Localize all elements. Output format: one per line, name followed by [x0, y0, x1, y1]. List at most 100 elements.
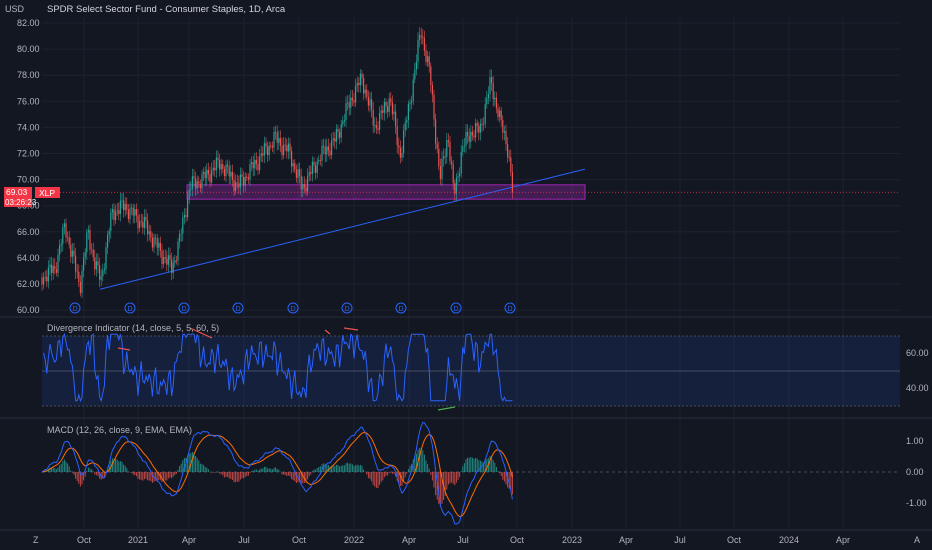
candle-body	[164, 257, 166, 259]
candle-body	[502, 120, 504, 133]
trendline[interactable]	[99, 168, 586, 290]
candle-body	[251, 162, 253, 164]
dividend-marker[interactable]: D	[69, 302, 81, 314]
histogram-bar	[286, 472, 288, 477]
histogram-bar	[190, 453, 192, 472]
histogram-bar	[132, 472, 134, 475]
dividend-circle[interactable]	[178, 302, 190, 314]
divergence-title: Divergence Indicator (14, close, 5, 5, 6…	[47, 323, 219, 333]
dividend-circle[interactable]	[232, 302, 244, 314]
dividend-circle[interactable]	[287, 302, 299, 314]
candle-body	[148, 231, 150, 235]
candle-body	[364, 89, 366, 94]
histogram-bar	[268, 468, 270, 472]
candlestick-series	[41, 27, 513, 299]
candle-body	[297, 169, 299, 178]
histogram-bar	[87, 467, 89, 472]
candle-body	[179, 234, 181, 242]
histogram-bar	[411, 463, 413, 472]
dividend-marker[interactable]: D	[124, 302, 136, 314]
candle-body	[270, 145, 272, 147]
dividend-marker[interactable]: D	[287, 302, 299, 314]
candle-body	[347, 102, 349, 104]
histogram-bar	[65, 461, 67, 472]
zoom-icon[interactable]: Z	[33, 535, 39, 545]
candle-body	[59, 245, 61, 256]
candle-body	[479, 123, 481, 133]
candle-body	[203, 171, 205, 174]
histogram-bar	[468, 457, 470, 472]
histogram-bar	[219, 472, 221, 474]
histogram-bar	[231, 472, 233, 480]
time-tick-label: Apr	[182, 535, 196, 545]
histogram-bar	[420, 448, 422, 472]
histogram-bar	[335, 464, 337, 472]
signal-line	[41, 431, 513, 518]
dividend-marker[interactable]: D	[504, 302, 516, 314]
time-tick-label: Apr	[836, 535, 850, 545]
histogram-bar	[387, 472, 389, 476]
histogram-bar	[243, 472, 245, 479]
histogram-bar	[423, 454, 425, 472]
candle-body	[460, 151, 462, 174]
dividend-circle[interactable]	[450, 302, 462, 314]
histogram-bar	[459, 472, 461, 478]
trendline-segment[interactable]	[99, 168, 586, 290]
candle-body	[161, 250, 163, 264]
dividend-circle[interactable]	[504, 302, 516, 314]
dividend-marker[interactable]: D	[178, 302, 190, 314]
histogram-bar	[76, 472, 78, 481]
histogram-bar	[155, 472, 157, 481]
dividend-circle[interactable]	[395, 302, 407, 314]
time-tick-label: Apr	[402, 535, 416, 545]
candle-body	[62, 227, 64, 244]
dividend-circle[interactable]	[341, 302, 353, 314]
auto-scale-icon[interactable]: A	[914, 535, 920, 545]
histogram-bar	[182, 460, 184, 472]
candle-body	[371, 99, 373, 110]
dividend-marker[interactable]: D	[232, 302, 244, 314]
histogram-bar	[94, 472, 96, 475]
histogram-bar	[63, 459, 65, 472]
histogram-bar	[111, 458, 113, 472]
candle-body	[369, 99, 371, 106]
histogram-bar	[300, 472, 302, 484]
macd-axis[interactable]: 1.00 0.00 -1.00	[906, 436, 927, 508]
candle-body	[252, 162, 254, 169]
candle-body	[262, 153, 264, 156]
candle-body	[219, 159, 221, 170]
candle-body	[267, 146, 269, 156]
time-tick-label: Jul	[238, 535, 250, 545]
histogram-bar	[390, 472, 392, 473]
dividend-marker[interactable]: D	[341, 302, 353, 314]
candle-body	[83, 257, 85, 271]
histogram-bar	[494, 462, 496, 472]
candle-body	[436, 143, 438, 149]
dividend-label: D	[453, 306, 458, 313]
candle-body	[183, 214, 185, 218]
candle-body	[260, 153, 262, 157]
dividend-marker[interactable]: D	[450, 302, 462, 314]
candle-body	[123, 200, 125, 211]
candle-body	[439, 166, 441, 179]
candle-body	[289, 143, 291, 152]
candle-body	[327, 146, 329, 151]
candle-body	[140, 221, 142, 223]
candle-body	[470, 131, 472, 142]
histogram-bar	[60, 463, 62, 472]
candle-body	[81, 270, 83, 293]
time-tick-label: Oct	[510, 535, 525, 545]
dividend-marker[interactable]: D	[395, 302, 407, 314]
histogram-bar	[289, 472, 291, 477]
candle-body	[404, 122, 406, 131]
time-axis[interactable]: Oct 2021 Apr Jul Oct 2022 Apr Jul Oct 2023 Apr Jul O…	[77, 535, 850, 545]
candle-body	[193, 176, 195, 179]
candle-body	[443, 156, 445, 159]
divergence-axis[interactable]: 60.00 40.00	[906, 348, 929, 393]
candle-body	[476, 123, 478, 126]
dividend-circle[interactable]	[69, 302, 81, 314]
price-axis[interactable]: 82.0080.0078.0076.0074.0072.0070.0068.00…	[17, 18, 40, 315]
candle-body	[191, 176, 193, 189]
dividend-circle[interactable]	[124, 302, 136, 314]
